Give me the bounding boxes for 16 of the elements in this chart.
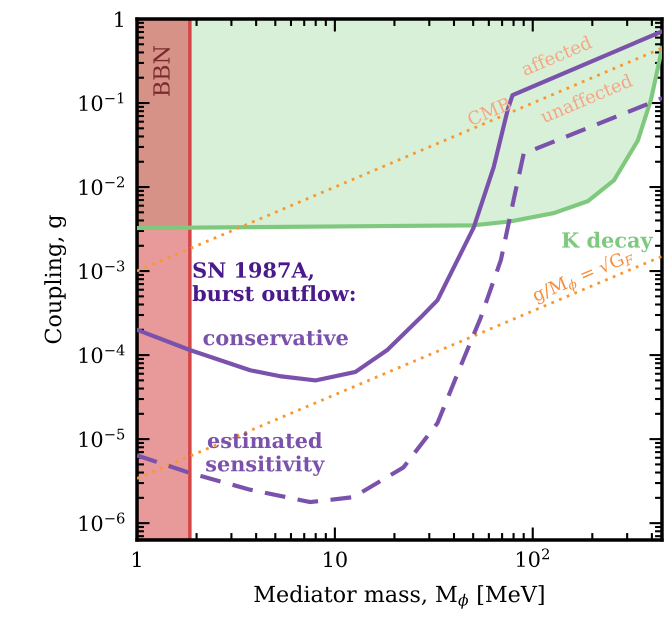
y-tick-label: 10$^{−6}$: [80, 512, 124, 532]
x-tick-label: 10$^{2}$: [516, 548, 549, 568]
x-tick-label: 1: [132, 551, 141, 567]
y-tick-label: 10$^{−5}$: [80, 428, 124, 448]
annotation: SN 1987A, burst outflow:: [192, 262, 355, 302]
y-tick-label: 10$^{−4}$: [80, 344, 125, 364]
x-axis-title: Mediator mass, M$_{ϕ}$ [MeV]: [254, 585, 544, 609]
y-tick-label: 10$^{−1}$: [80, 92, 124, 112]
x-tick-label: 10: [324, 551, 347, 568]
band-label: BBN: [153, 46, 170, 96]
y-axis-title: Coupling, g: [44, 215, 66, 344]
y-tick-label: 1: [115, 11, 123, 27]
series-label: conservative: [203, 329, 348, 346]
y-tick-label: 10$^{−2}$: [80, 176, 124, 196]
text: CMB: [466, 96, 512, 126]
y-tick-label: 10$^{−3}$: [80, 260, 124, 280]
